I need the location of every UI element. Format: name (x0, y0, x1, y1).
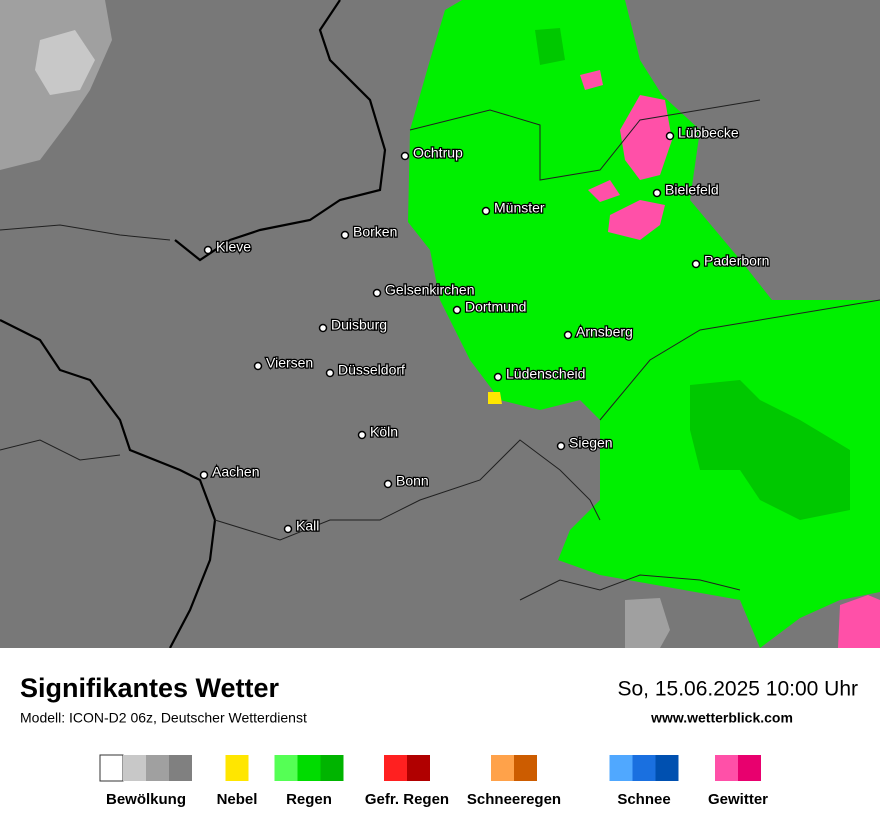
legend-swatch (715, 755, 738, 781)
legend-swatch (514, 755, 537, 781)
city-dot (340, 230, 350, 240)
footer (0, 648, 880, 830)
city-dot (372, 288, 382, 298)
legend-swatch (738, 755, 761, 781)
legend-swatch (609, 755, 633, 781)
city-label: Düsseldorf (338, 362, 405, 378)
legend-label: Regen (286, 791, 332, 808)
city-dot (283, 524, 293, 534)
legend-swatch (320, 755, 344, 781)
city-dot (493, 372, 503, 382)
national-border (174, 0, 387, 262)
legend-swatch (655, 755, 679, 781)
city-dot (481, 206, 491, 216)
city-label: Gelsenkirchen (385, 282, 475, 298)
city-label: Viersen (266, 355, 313, 371)
thunderstorm-area (580, 70, 603, 90)
city-dot (691, 259, 701, 269)
cloud-area (625, 598, 670, 648)
legend-label: Gefr. Regen (365, 791, 449, 808)
legend-swatch (384, 755, 407, 781)
region-border (0, 224, 171, 241)
legend-label: Nebel (217, 791, 258, 808)
legend-label: Gewitter (708, 791, 768, 808)
legend-label: Bewölkung (106, 791, 186, 808)
fog-area (488, 392, 502, 404)
city-label: Aachen (212, 464, 259, 480)
city-label: Borken (353, 224, 397, 240)
rain-area (535, 28, 565, 65)
datetime: So, 15.06.2025 10:00 Uhr (617, 678, 858, 701)
cloud-area (35, 30, 95, 95)
city-dot (383, 479, 393, 489)
legend-swatch (123, 755, 146, 781)
website: www.wetterblick.com (650, 710, 793, 726)
legend-swatch (225, 755, 249, 781)
city-dot (253, 361, 263, 371)
legend-swatch (491, 755, 514, 781)
legend-swatch (297, 755, 321, 781)
model: Modell: ICON-D2 06z, Deutscher Wetterdie… (20, 710, 307, 726)
city-dot (563, 330, 573, 340)
legend-label: Schneeregen (467, 791, 561, 808)
city-dot (199, 470, 209, 480)
region-border (519, 574, 741, 601)
city-dot (452, 305, 462, 315)
thunderstorm-area (620, 95, 672, 180)
title: Signifikantes Wetter (20, 673, 280, 703)
city-label: Duisburg (331, 317, 387, 333)
region-border (214, 439, 601, 541)
region-border (599, 299, 880, 421)
thunderstorm-area (588, 180, 620, 202)
rain-area (690, 380, 850, 520)
city-label: Paderborn (704, 253, 769, 269)
city-dot (325, 368, 335, 378)
city-label: Lüdenscheid (506, 366, 585, 382)
legend-swatch (169, 755, 192, 781)
city-label: Kall (296, 518, 319, 534)
region-border (409, 99, 761, 181)
city-dot (556, 441, 566, 451)
national-border (0, 319, 217, 649)
legend-swatch (146, 755, 169, 781)
city-dot (652, 188, 662, 198)
legend-swatch (407, 755, 430, 781)
city-dot (318, 323, 328, 333)
city-label: Bielefeld (665, 182, 719, 198)
city-label: Bonn (396, 473, 429, 489)
legend-swatch (632, 755, 656, 781)
city-label: Lübbecke (678, 125, 739, 141)
thunderstorm-area (838, 595, 880, 648)
city-dot (400, 151, 410, 161)
city-label: Münster (494, 200, 545, 216)
legend-label: Schnee (617, 791, 670, 808)
legend-swatch (274, 755, 298, 781)
city-label: Siegen (569, 435, 613, 451)
city-label: Köln (370, 424, 398, 440)
region-border (0, 439, 121, 461)
legend-swatch (99, 754, 124, 782)
city-dot (357, 430, 367, 440)
thunderstorm-area (608, 200, 665, 240)
city-label: Ochtrup (413, 145, 463, 161)
city-dot (665, 131, 675, 141)
city-label: Arnsberg (576, 324, 633, 340)
city-label: Dortmund (465, 299, 526, 315)
city-dot (203, 245, 213, 255)
city-label: Kleve (216, 239, 251, 255)
